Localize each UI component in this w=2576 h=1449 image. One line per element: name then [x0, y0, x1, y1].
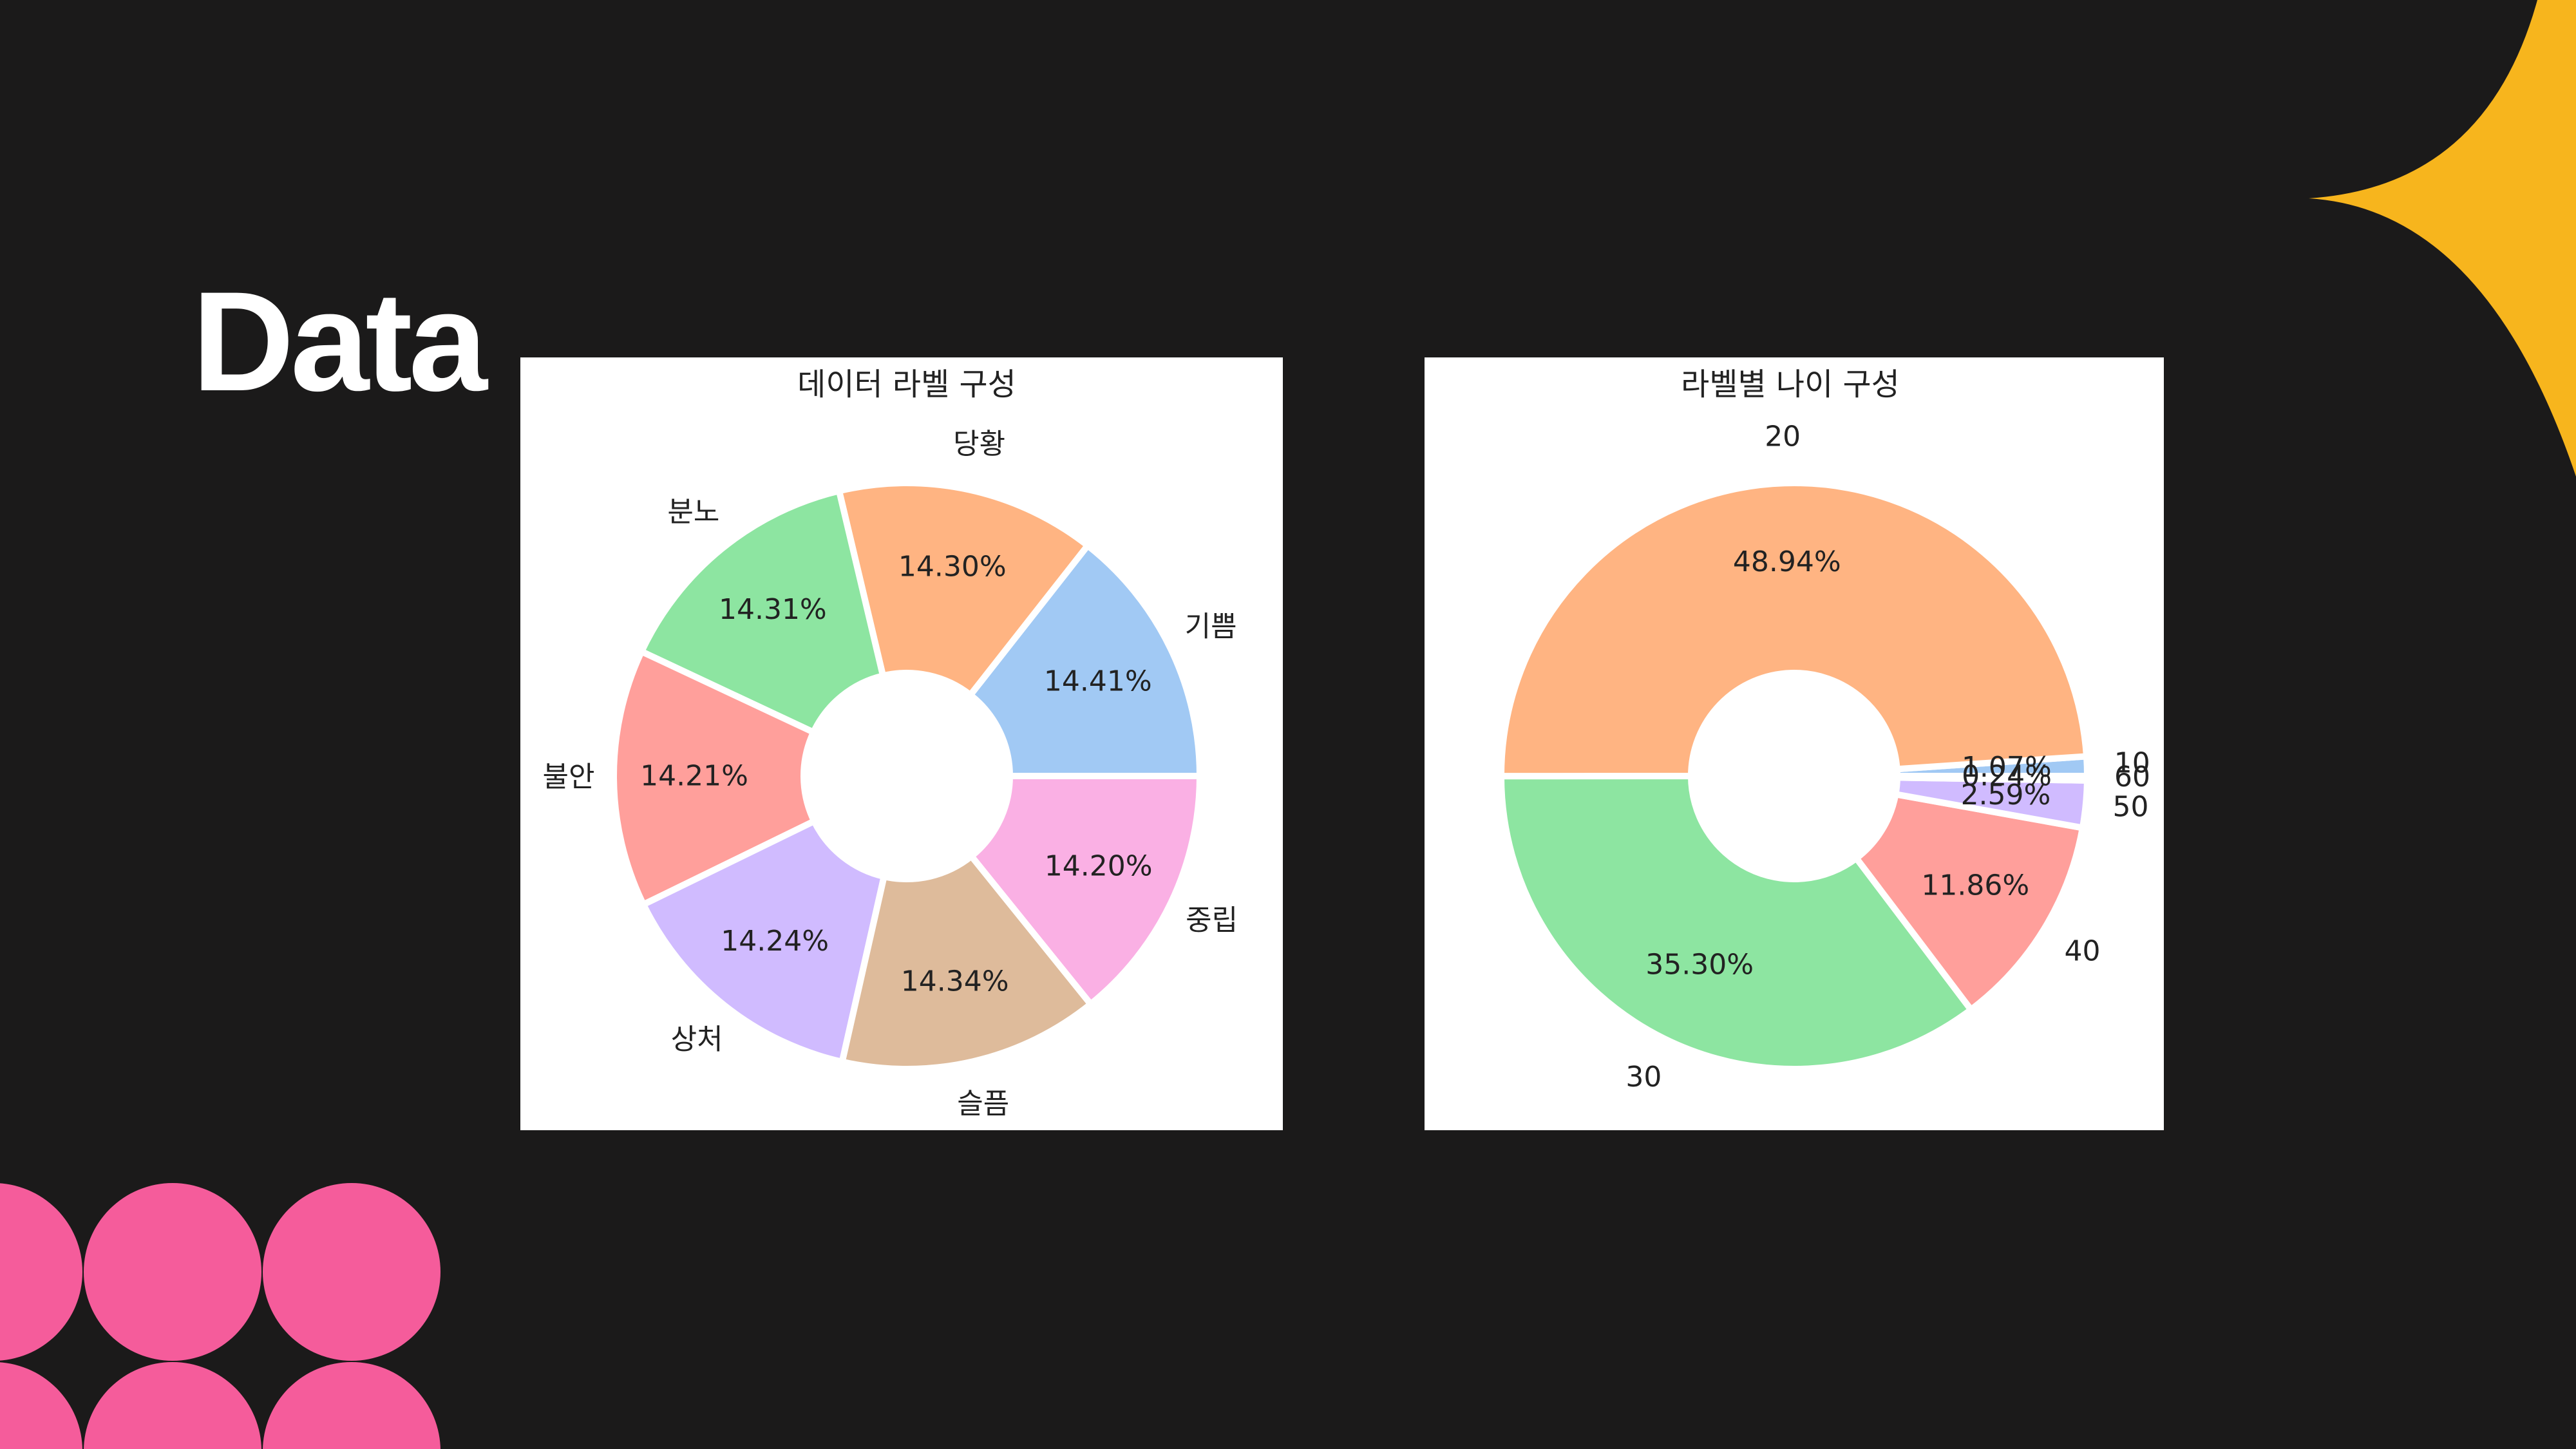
slice-중립	[968, 773, 1203, 1008]
category-label-당황: 당황	[953, 428, 1005, 460]
slice-30	[1498, 773, 1975, 1072]
category-label-30: 30	[1625, 1061, 1662, 1094]
slice-분노	[638, 488, 887, 736]
slice-60	[1893, 773, 2091, 784]
value-label-분노: 14.31%	[719, 593, 827, 626]
value-label-10: 1.07%	[1962, 751, 2052, 784]
age-label-chart-card: 라벨별 나이 구성 1.07% 10 48.94% 20 35.30% 30 11.86% 4…	[1425, 357, 2164, 1130]
pink-circles-decoration	[0, 1183, 440, 1449]
slide-title: Data	[192, 262, 488, 421]
slice-슬픔	[838, 853, 1094, 1072]
category-label-기쁨: 기쁨	[1185, 610, 1237, 643]
category-label-슬픔: 슬픔	[957, 1087, 1009, 1120]
category-label-10: 10	[2114, 746, 2150, 779]
value-label-중립: 14.20%	[1045, 849, 1153, 882]
category-label-20: 20	[1765, 420, 1801, 453]
chart-title: 데이터 라벨 구성	[797, 366, 1016, 402]
chart-title: 라벨별 나이 구성	[1681, 366, 1900, 402]
category-label-분노: 분노	[667, 496, 719, 529]
value-label-불안: 14.21%	[640, 759, 748, 792]
age-label-donut-chart: 라벨별 나이 구성 1.07% 10 48.94% 20 35.30% 30 11.86% 4…	[1498, 366, 2150, 1094]
slice-40	[1853, 791, 2086, 1013]
value-label-60: 0.24%	[1962, 759, 2052, 792]
category-label-40: 40	[2064, 935, 2100, 968]
emotion-label-donut-chart: 데이터 라벨 구성 14.41% 기쁨 14.30% 당황 14.31% 분노 14.21%…	[543, 366, 1238, 1120]
value-label-20: 48.94%	[1733, 545, 1841, 578]
value-label-50: 2.59%	[1961, 779, 2051, 811]
value-label-40: 11.86%	[1921, 869, 2029, 902]
yellow-star-decoration	[2309, 0, 2576, 477]
slice-당황	[835, 480, 1091, 699]
category-label-상처: 상처	[671, 1023, 723, 1056]
value-label-기쁨: 14.41%	[1044, 665, 1152, 698]
slice-상처	[640, 818, 887, 1065]
category-label-50: 50	[2113, 791, 2149, 824]
category-label-중립: 중립	[1186, 904, 1238, 936]
value-label-30: 35.30%	[1645, 949, 1754, 981]
value-label-당황: 14.30%	[898, 551, 1007, 583]
category-label-60: 60	[2114, 761, 2150, 793]
emotion-label-chart-card: 데이터 라벨 구성 14.41% 기쁨 14.30% 당황 14.31% 분노 14.21%…	[520, 357, 1283, 1130]
value-label-상처: 14.24%	[721, 925, 829, 958]
value-label-슬픔: 14.34%	[901, 965, 1009, 998]
slice-기쁨	[967, 542, 1203, 779]
category-label-불안: 불안	[543, 761, 595, 793]
slice-20	[1498, 480, 2090, 780]
slice-불안	[611, 648, 818, 908]
